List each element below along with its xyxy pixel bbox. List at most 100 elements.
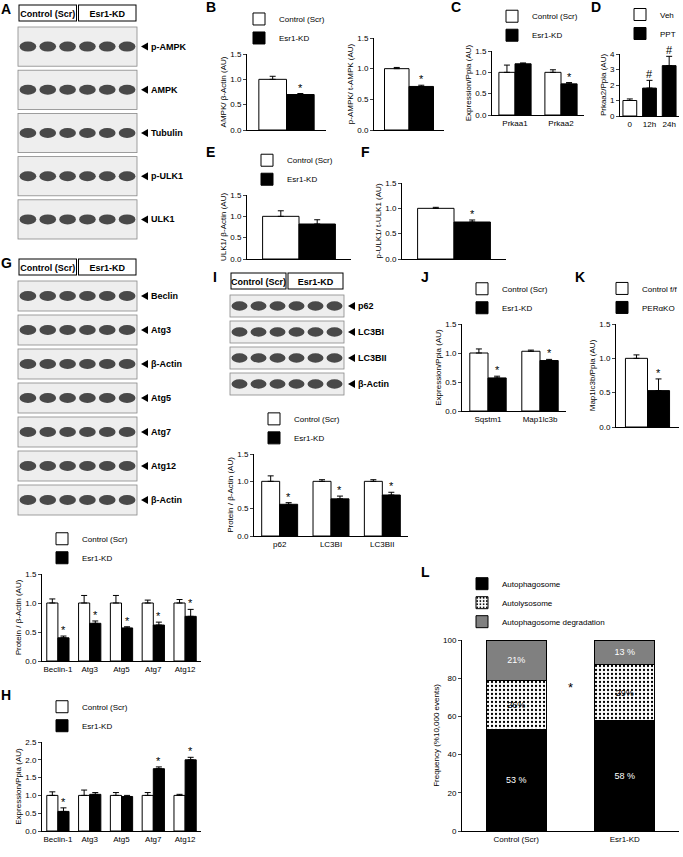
svg-text:p-ULK1: p-ULK1	[151, 171, 183, 181]
svg-text:Control (Scr): Control (Scr)	[231, 277, 286, 287]
svg-text:Esr1-KD: Esr1-KD	[89, 9, 125, 19]
svg-text:Expression/Ppia (AU): Expression/Ppia (AU)	[464, 44, 473, 121]
svg-text:0.5: 0.5	[230, 233, 242, 242]
svg-text:Beclin: Beclin	[151, 291, 178, 301]
svg-text:0.0: 0.0	[599, 423, 611, 432]
svg-text:β-Actin: β-Actin	[151, 359, 182, 369]
svg-text:24h: 24h	[662, 120, 675, 129]
svg-text:1.5: 1.5	[237, 450, 249, 459]
svg-text:20: 20	[447, 789, 456, 798]
svg-text:0.5: 0.5	[445, 378, 457, 387]
svg-text:2: 2	[610, 81, 615, 90]
svg-text:Esr1-KD: Esr1-KD	[287, 175, 317, 184]
svg-text:*: *	[286, 491, 291, 503]
svg-text:1.0: 1.0	[445, 349, 457, 358]
svg-text:Control (Scr): Control (Scr)	[494, 835, 540, 844]
svg-text:Atg3: Atg3	[151, 325, 171, 335]
svg-text:58 %: 58 %	[614, 771, 635, 781]
svg-text:26%: 26%	[507, 700, 525, 710]
svg-text:Esr1-KD: Esr1-KD	[610, 835, 640, 844]
svg-text:*: *	[568, 680, 573, 695]
svg-text:0.0: 0.0	[445, 407, 457, 416]
svg-text:Atg3: Atg3	[81, 835, 98, 844]
svg-text:Map1lc3b/Ppia (AU): Map1lc3b/Ppia (AU)	[588, 339, 597, 411]
svg-text:*: *	[419, 73, 424, 85]
svg-text:Expression/Ppia (AU): Expression/Ppia (AU)	[434, 329, 443, 406]
svg-text:*: *	[298, 82, 303, 94]
svg-text:3: 3	[610, 65, 615, 74]
svg-text:Protein / β-Actin (AU): Protein / β-Actin (AU)	[226, 457, 235, 533]
svg-text:Atg5: Atg5	[113, 835, 130, 844]
svg-text:*: *	[567, 71, 572, 83]
svg-text:*: *	[547, 347, 552, 359]
svg-text:Atg5: Atg5	[151, 393, 171, 403]
svg-text:AMPK/ β-Actin (AU): AMPK/ β-Actin (AU)	[219, 56, 228, 127]
svg-text:p-ULK1/ t-ULK1 (AU): p-ULK1/ t-ULK1 (AU)	[374, 183, 383, 258]
svg-text:Frequency (%10,000 events): Frequency (%10,000 events)	[432, 684, 441, 787]
svg-text:0.5: 0.5	[230, 100, 242, 109]
svg-text:*: *	[156, 610, 161, 622]
svg-text:1.0: 1.0	[599, 354, 611, 363]
svg-text:Atg3: Atg3	[81, 665, 98, 674]
svg-text:LC3BII: LC3BII	[370, 540, 394, 549]
svg-text:80: 80	[447, 674, 456, 683]
svg-text:29%: 29%	[616, 688, 634, 698]
svg-text:40: 40	[447, 750, 456, 759]
svg-text:1.5: 1.5	[230, 191, 242, 200]
svg-text:LC3BI: LC3BI	[320, 540, 342, 549]
svg-text:Esr1-KD: Esr1-KD	[294, 434, 324, 443]
svg-text:0: 0	[610, 112, 615, 121]
svg-text:Control (Scr): Control (Scr)	[502, 285, 548, 294]
svg-text:0.0: 0.0	[25, 827, 37, 836]
svg-text:AMPK: AMPK	[151, 85, 178, 95]
svg-text:21%: 21%	[507, 655, 525, 665]
svg-text:100: 100	[443, 636, 457, 645]
svg-text:1.0: 1.0	[25, 599, 37, 608]
svg-text:0.0: 0.0	[230, 255, 242, 264]
svg-text:PPT: PPT	[660, 30, 676, 39]
svg-text:*: *	[656, 367, 661, 379]
svg-text:p-AMPK: p-AMPK	[151, 42, 186, 52]
svg-text:Atg12: Atg12	[151, 461, 176, 471]
svg-text:Autolysosome: Autolysosome	[502, 599, 553, 608]
svg-text:#: #	[666, 44, 673, 56]
svg-text:ULK1: ULK1	[151, 214, 175, 224]
svg-text:Control (Scr): Control (Scr)	[532, 12, 578, 21]
svg-text:p-AMPK/ t-AMPK (AU): p-AMPK/ t-AMPK (AU)	[346, 43, 355, 124]
svg-text:0.5: 0.5	[385, 229, 397, 238]
svg-text:1.5: 1.5	[357, 34, 369, 43]
svg-text:*: *	[156, 755, 161, 767]
svg-text:Esr1-KD: Esr1-KD	[89, 263, 125, 273]
svg-text:Sqstm1: Sqstm1	[474, 415, 502, 424]
svg-text:Atg12: Atg12	[175, 835, 196, 844]
svg-text:1.5: 1.5	[25, 570, 37, 579]
svg-text:1.5: 1.5	[599, 320, 611, 329]
svg-text:*: *	[93, 609, 98, 621]
svg-text:Prkaa2/Ppia (AU): Prkaa2/Ppia (AU)	[599, 54, 608, 117]
svg-text:Control (Scr): Control (Scr)	[294, 415, 340, 424]
svg-text:*: *	[61, 796, 66, 808]
svg-text:p62: p62	[358, 301, 374, 311]
svg-text:60: 60	[447, 712, 456, 721]
svg-text:Autophagosome: Autophagosome	[502, 580, 561, 589]
svg-text:Control (Scr): Control (Scr)	[279, 15, 325, 24]
svg-text:Protein / β-Actin (AU): Protein / β-Actin (AU)	[14, 579, 23, 655]
svg-text:Esr1-KD: Esr1-KD	[279, 34, 309, 43]
svg-text:*: *	[495, 364, 500, 376]
svg-text:Control (Scr): Control (Scr)	[20, 263, 75, 273]
svg-text:*: *	[188, 745, 193, 757]
svg-text:Atg7: Atg7	[145, 665, 162, 674]
svg-text:2.0: 2.0	[25, 756, 37, 765]
svg-text:Beclin-1: Beclin-1	[43, 835, 72, 844]
svg-text:ULK1/ β-Actin (AU): ULK1/ β-Actin (AU)	[219, 193, 228, 262]
svg-text:Tubulin: Tubulin	[151, 128, 183, 138]
svg-text:1.0: 1.0	[230, 212, 242, 221]
svg-text:0.0: 0.0	[475, 111, 487, 120]
svg-text:Control (Scr): Control (Scr)	[82, 703, 128, 712]
svg-text:Veh: Veh	[660, 11, 674, 20]
svg-text:0.0: 0.0	[237, 532, 249, 541]
svg-text:p62: p62	[273, 540, 287, 549]
svg-text:1.5: 1.5	[25, 773, 37, 782]
svg-text:#: #	[646, 68, 653, 80]
svg-text:0.5: 0.5	[475, 89, 487, 98]
